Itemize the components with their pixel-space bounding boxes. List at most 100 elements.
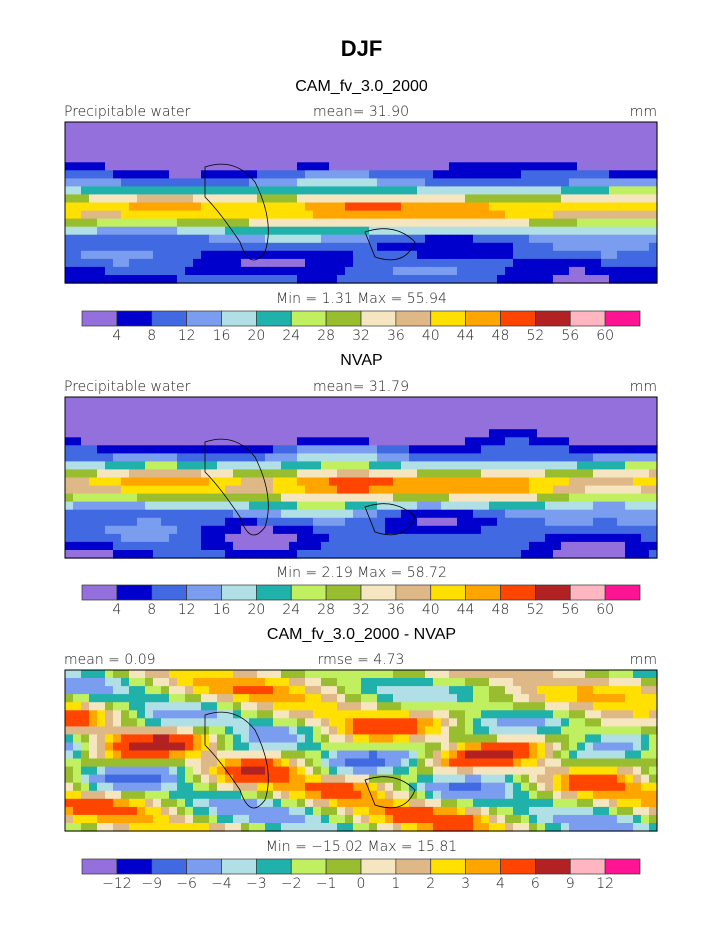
contour-cell: [377, 413, 386, 422]
contour-cell: [169, 130, 178, 139]
contour-cell: [185, 202, 194, 212]
contour-cell: [97, 726, 106, 736]
contour-cell: [465, 437, 474, 446]
contour-cell: [177, 550, 186, 559]
contour-cell: [521, 469, 530, 479]
contour-cell: [577, 405, 586, 414]
contour-cell: [625, 501, 634, 511]
contour-cell: [329, 138, 338, 147]
contour-cell: [569, 686, 578, 695]
contour-cell: [377, 154, 386, 163]
contour-cell: [569, 250, 578, 260]
contour-cell: [233, 782, 242, 792]
contour-cell: [537, 550, 546, 559]
contour-cell: [241, 774, 250, 784]
contour-cell: [193, 146, 202, 155]
contour-cell: [449, 525, 458, 535]
contour-cell: [617, 130, 626, 139]
contour-cell: [353, 686, 362, 695]
contour-cell: [161, 766, 170, 776]
contour-cell: [377, 234, 386, 244]
contour-cell: [89, 405, 98, 414]
contour-cell: [593, 242, 602, 252]
contour-cell: [537, 718, 546, 727]
contour-cell: [433, 686, 442, 695]
contour-cell: [609, 702, 618, 711]
contour-cell: [161, 202, 170, 212]
contour-cell: [497, 742, 506, 752]
contour-cell: [353, 790, 362, 800]
contour-cell: [345, 130, 354, 139]
contour-cell: [449, 258, 458, 268]
contour-cell: [321, 806, 330, 816]
contour-cell: [345, 678, 354, 687]
contour-cell: [185, 766, 194, 776]
contour-cell: [377, 670, 386, 679]
contour-cell: [345, 162, 354, 171]
contour-cell: [361, 146, 370, 155]
contour-cell: [337, 774, 346, 784]
contour-cell: [233, 178, 242, 188]
contour-cell: [553, 710, 562, 719]
contour-cell: [217, 266, 226, 276]
contour-cell: [433, 742, 442, 752]
contour-cell: [481, 461, 490, 471]
contour-cell: [457, 710, 466, 719]
contour-cell: [225, 485, 234, 495]
contour-cell: [337, 138, 346, 147]
contour-cell: [201, 154, 210, 163]
contour-cell: [409, 437, 418, 446]
contour-cell: [97, 234, 106, 244]
contour-cell: [177, 806, 186, 816]
contour-cell: [281, 678, 290, 687]
contour-cell: [169, 154, 178, 163]
contour-cell: [465, 130, 474, 139]
contour-cell: [465, 421, 474, 430]
contour-cell: [593, 146, 602, 155]
contour-cell: [81, 750, 90, 760]
contour-cell: [161, 122, 170, 131]
contour-cell: [169, 275, 178, 284]
contour-cell: [441, 242, 450, 252]
contour-cell: [577, 509, 586, 519]
contour-cell: [393, 250, 402, 260]
contour-cell: [249, 122, 258, 131]
contour-cell: [89, 453, 98, 463]
contour-cell: [305, 178, 314, 188]
contour-cell: [561, 550, 570, 559]
contour-cell: [553, 122, 562, 131]
contour-cell: [561, 218, 570, 228]
contour-cell: [569, 405, 578, 414]
contour-cell: [265, 397, 274, 406]
contour-cell: [89, 710, 98, 719]
contour-cell: [105, 533, 114, 543]
contour-cell: [601, 234, 610, 244]
contour-cell: [233, 710, 242, 719]
contour-cell: [249, 726, 258, 736]
contour-cell: [337, 686, 346, 695]
contour-cell: [473, 226, 482, 236]
contour-cell: [241, 814, 250, 824]
contour-cell: [289, 170, 298, 179]
contour-cell: [529, 275, 538, 284]
contour-cell: [649, 218, 658, 228]
contour-cell: [417, 806, 426, 816]
contour-cell: [641, 445, 650, 454]
contour-cell: [105, 437, 114, 446]
contour-cell: [225, 421, 234, 430]
contour-cell: [65, 694, 74, 703]
contour-cell: [377, 186, 386, 196]
contour-cell: [513, 710, 522, 719]
contour-cell: [137, 823, 146, 832]
contour-cell: [129, 186, 138, 196]
contour-cell: [473, 405, 482, 414]
contour-cell: [217, 469, 226, 479]
contour-cell: [257, 429, 266, 438]
contour-cell: [81, 429, 90, 438]
contour-cell: [441, 210, 450, 220]
contour-cell: [433, 178, 442, 188]
contour-cell: [417, 823, 426, 832]
contour-cell: [497, 766, 506, 776]
contour-cell: [417, 742, 426, 752]
contour-cell: [409, 550, 418, 559]
